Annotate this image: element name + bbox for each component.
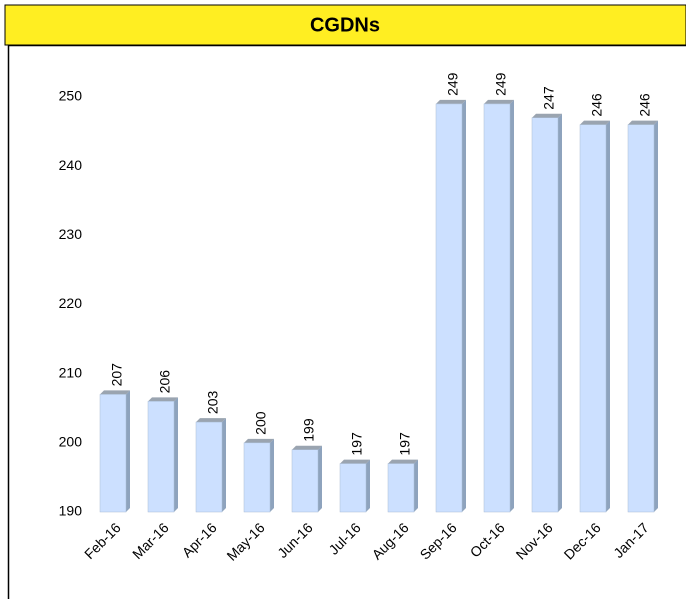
y-tick-label: 210 [59, 364, 83, 380]
bar-side [510, 99, 514, 513]
bar [339, 463, 367, 513]
bar [579, 124, 607, 513]
bar-top [628, 120, 658, 125]
bar-side [174, 397, 178, 512]
bar-side [462, 99, 466, 513]
data-label: 199 [301, 418, 317, 442]
y-tick-label: 250 [59, 88, 83, 104]
x-tick-label: May-16 [223, 519, 267, 563]
bar-top [532, 113, 562, 118]
bar [435, 103, 463, 513]
bar-side [606, 120, 610, 513]
bar-side [126, 390, 130, 512]
bar-top [388, 459, 418, 464]
y-tick-label: 230 [59, 226, 83, 242]
bar-side [654, 120, 658, 513]
data-label: 247 [541, 86, 557, 110]
x-tick-label: Sep-16 [416, 519, 459, 562]
bar-top [340, 459, 370, 464]
x-tick-label: Aug-16 [368, 519, 411, 562]
data-label: 203 [205, 391, 221, 415]
bar [387, 463, 415, 513]
y-tick-label: 240 [59, 157, 83, 173]
x-tick-label: Jun-16 [274, 519, 316, 561]
x-tick-label: Jul-16 [325, 519, 363, 557]
data-label: 207 [109, 363, 125, 387]
x-tick-label: Feb-16 [81, 519, 124, 562]
bar-side [414, 459, 418, 512]
data-label: 197 [397, 432, 413, 456]
bar-top [292, 445, 322, 450]
bar-side [318, 445, 322, 512]
bar-side [366, 459, 370, 512]
bar-top [436, 99, 466, 104]
y-tick-label: 190 [59, 503, 83, 519]
x-tick-label: Apr-16 [179, 519, 220, 560]
bar [243, 442, 271, 513]
bar-top [244, 438, 274, 443]
bar-top [484, 99, 514, 104]
x-tick-label: Dec-16 [561, 519, 604, 562]
bar-side [222, 418, 226, 512]
data-label: 200 [253, 411, 269, 435]
bar-top [148, 397, 178, 402]
bar-top [100, 390, 130, 395]
x-tick-label: Mar-16 [129, 519, 172, 562]
chart-title: CGDNs [310, 14, 380, 36]
bar [291, 449, 319, 513]
bar-top [580, 120, 610, 125]
bar [99, 394, 127, 513]
data-label: 249 [493, 72, 509, 96]
data-label: 246 [589, 93, 605, 117]
bar-side [270, 438, 274, 512]
bar-side [558, 113, 562, 512]
data-label: 197 [349, 432, 365, 456]
data-label: 249 [445, 72, 461, 96]
data-label: 246 [637, 93, 653, 117]
bar [195, 421, 223, 513]
x-tick-label: Jan-17 [610, 519, 652, 561]
title-bar [4, 4, 686, 46]
bar [483, 103, 511, 513]
chart-border [7, 44, 686, 599]
data-label: 206 [157, 370, 173, 394]
y-tick-label: 220 [59, 295, 83, 311]
x-tick-label: Oct-16 [467, 519, 508, 560]
bar [531, 117, 559, 513]
bar-top [196, 418, 226, 423]
bar [147, 401, 175, 513]
bar [627, 124, 655, 513]
y-tick-label: 200 [59, 434, 83, 450]
x-tick-label: Nov-16 [513, 519, 556, 562]
